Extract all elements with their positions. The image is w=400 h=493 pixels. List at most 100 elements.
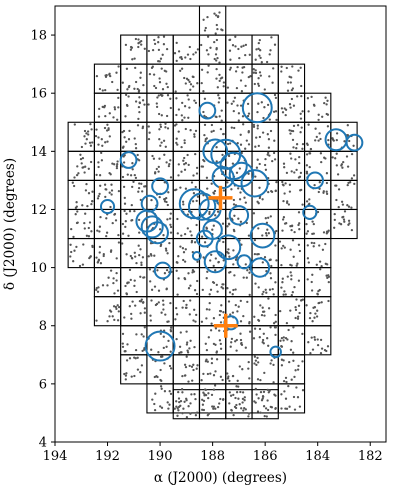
galaxy-point bbox=[220, 109, 223, 112]
galaxy-point bbox=[236, 142, 239, 145]
galaxy-point bbox=[142, 83, 145, 87]
galaxy-point bbox=[159, 368, 162, 372]
galaxy-point bbox=[181, 306, 184, 309]
galaxy-point bbox=[283, 390, 286, 393]
group-circle bbox=[145, 221, 169, 245]
galaxy-point bbox=[280, 247, 283, 250]
galaxy-point bbox=[347, 205, 351, 208]
galaxy-point bbox=[327, 299, 330, 303]
galaxy-point bbox=[189, 339, 192, 342]
galaxy-point bbox=[159, 57, 163, 60]
galaxy-point bbox=[281, 218, 285, 221]
galaxy-point bbox=[139, 312, 142, 315]
galaxy-point bbox=[309, 147, 313, 151]
galaxy-point bbox=[290, 157, 293, 160]
galaxy-point bbox=[290, 97, 294, 101]
galaxy-point bbox=[333, 212, 336, 216]
galaxy-point bbox=[125, 140, 128, 143]
x-tick-label: 186 bbox=[253, 449, 278, 464]
galaxy-point bbox=[184, 82, 187, 85]
galaxy-point bbox=[97, 136, 100, 139]
galaxy-point bbox=[214, 327, 218, 330]
galaxy-point bbox=[294, 306, 297, 309]
galaxy-point bbox=[326, 263, 329, 266]
galaxy-point bbox=[297, 243, 301, 246]
galaxy-point bbox=[133, 87, 136, 90]
galaxy-point bbox=[233, 214, 236, 217]
galaxy-point bbox=[165, 70, 168, 73]
galaxy-point bbox=[160, 141, 163, 144]
galaxy-point bbox=[177, 277, 180, 280]
galaxy-point bbox=[101, 284, 105, 287]
galaxy-point bbox=[220, 119, 223, 122]
galaxy-point bbox=[246, 269, 249, 272]
galaxy-point bbox=[121, 222, 125, 226]
galaxy-point bbox=[103, 126, 107, 130]
galaxy-point bbox=[210, 357, 214, 360]
galaxy-point bbox=[166, 401, 169, 404]
galaxy-point bbox=[101, 89, 104, 92]
galaxy-point bbox=[232, 263, 235, 266]
galaxy-point bbox=[136, 153, 139, 157]
galaxy-point bbox=[183, 116, 186, 119]
galaxy-point bbox=[185, 355, 188, 358]
galaxy-point bbox=[138, 253, 141, 257]
y-tick-label: 10 bbox=[30, 261, 47, 276]
galaxy-point bbox=[189, 402, 192, 405]
galaxy-point bbox=[159, 125, 163, 129]
galaxy-point bbox=[216, 405, 220, 409]
galaxy-point bbox=[230, 126, 233, 129]
galaxy-point bbox=[190, 241, 193, 244]
galaxy-point bbox=[83, 129, 87, 133]
galaxy-point bbox=[323, 101, 326, 105]
galaxy-point bbox=[196, 260, 199, 263]
galaxy-point bbox=[155, 167, 158, 171]
galaxy-point bbox=[105, 217, 108, 220]
galaxy-point bbox=[179, 331, 182, 334]
galaxy-point bbox=[297, 304, 301, 307]
galaxy-point bbox=[234, 70, 238, 73]
galaxy-point bbox=[153, 285, 157, 288]
galaxy-point bbox=[189, 412, 192, 415]
galaxy-point bbox=[214, 257, 217, 260]
galaxy-point bbox=[215, 59, 218, 62]
galaxy-point bbox=[256, 158, 259, 161]
galaxy-point bbox=[233, 274, 236, 277]
galaxy-point bbox=[325, 190, 328, 193]
galaxy-point bbox=[174, 318, 177, 321]
galaxy-point bbox=[195, 223, 198, 227]
galaxy-point bbox=[112, 281, 115, 285]
galaxy-point bbox=[263, 88, 266, 91]
galaxy-point bbox=[261, 395, 265, 398]
galaxy-point bbox=[187, 380, 190, 383]
galaxy-point bbox=[350, 152, 354, 156]
galaxy-point bbox=[196, 48, 200, 51]
galaxy-point bbox=[121, 81, 124, 84]
galaxy-point bbox=[317, 113, 320, 116]
group-circles bbox=[99, 92, 364, 362]
galaxy-point bbox=[317, 190, 320, 194]
galaxy-point bbox=[243, 407, 246, 410]
galaxy-point bbox=[298, 228, 301, 231]
galaxy-point bbox=[222, 85, 225, 88]
galaxy-point bbox=[181, 412, 184, 415]
galaxy-point bbox=[327, 138, 330, 142]
galaxy-point bbox=[187, 405, 190, 408]
galaxy-point bbox=[280, 65, 283, 68]
galaxy-point bbox=[84, 212, 87, 215]
galaxy-point bbox=[269, 215, 272, 218]
galaxy-point bbox=[211, 228, 214, 231]
galaxy-point bbox=[346, 183, 349, 187]
galaxy-point bbox=[343, 210, 347, 213]
galaxy-point bbox=[116, 118, 119, 121]
galaxy-point bbox=[109, 74, 112, 78]
galaxy-point bbox=[115, 271, 118, 275]
galaxy-point bbox=[190, 181, 194, 184]
galaxy-point bbox=[232, 249, 235, 252]
galaxy-point bbox=[231, 44, 235, 47]
galaxy-point bbox=[210, 123, 214, 127]
galaxy-point bbox=[159, 405, 162, 408]
galaxy-point bbox=[210, 182, 213, 185]
galaxy-point bbox=[281, 111, 285, 114]
galaxy-point bbox=[177, 174, 180, 177]
